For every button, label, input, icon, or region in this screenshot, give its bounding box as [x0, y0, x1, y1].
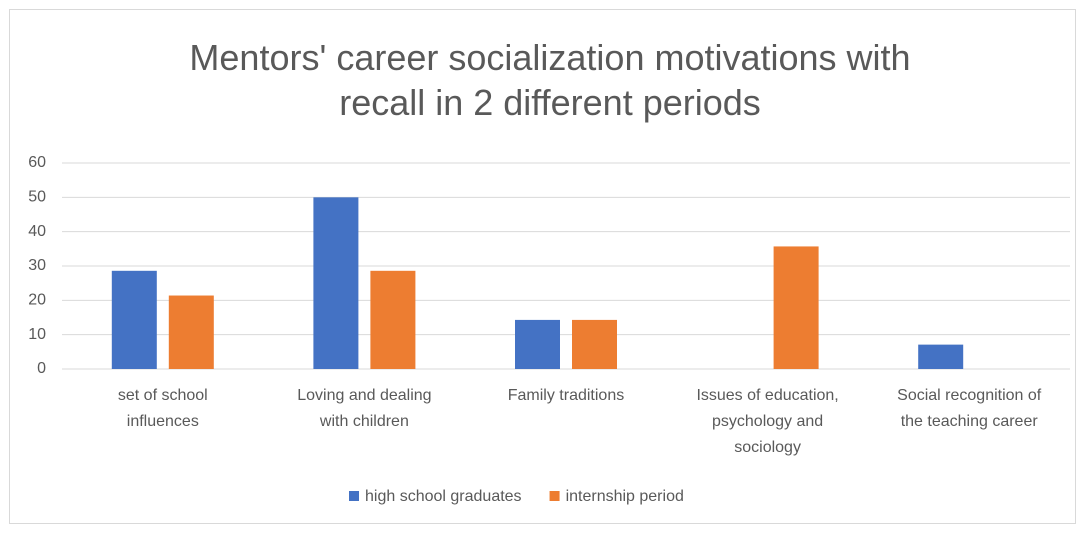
bar	[918, 344, 964, 369]
y-tick-label: 0	[37, 360, 46, 377]
x-tick-label: Issues of education, psychology and sociol…	[696, 387, 838, 456]
x-tick-label: Family traditions	[508, 387, 624, 404]
y-tick-label: 20	[28, 292, 46, 309]
bar	[370, 270, 416, 369]
bar	[515, 319, 560, 369]
x-tick-label: set of school influences	[118, 387, 208, 430]
legend-label: internship period	[566, 488, 684, 505]
bar	[168, 295, 214, 369]
x-tick-label: Social recognition of the teaching career	[897, 387, 1042, 430]
y-tick-label: 60	[28, 154, 46, 171]
legend-swatch	[349, 491, 359, 501]
y-tick-label: 50	[28, 189, 46, 206]
y-tick-label: 30	[28, 257, 46, 274]
x-tick-label: Loving and dealing with children	[297, 387, 431, 430]
bar	[773, 246, 819, 369]
bar	[111, 270, 157, 369]
bar	[313, 197, 359, 369]
chart-title: Mentors' career socialization motivation…	[189, 37, 910, 123]
bar	[572, 319, 617, 369]
y-tick-label: 40	[28, 223, 46, 240]
legend-label: high school graduates	[365, 488, 522, 505]
y-tick-label: 10	[28, 326, 46, 343]
legend-swatch	[549, 491, 560, 501]
